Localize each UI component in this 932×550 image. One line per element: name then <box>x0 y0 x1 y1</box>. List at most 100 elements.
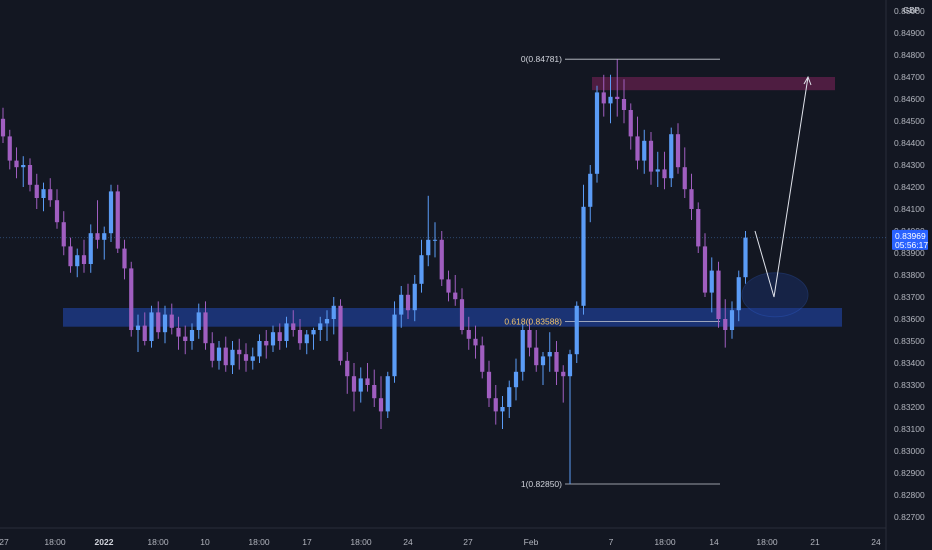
candle-body <box>561 371 566 377</box>
candle-body <box>594 92 600 174</box>
candle-body <box>216 347 222 361</box>
price-tick-label: 0.83200 <box>894 402 925 412</box>
fib-level-label: 1(0.82850) <box>521 479 562 489</box>
candle-body <box>81 255 87 264</box>
candle-body <box>432 239 438 241</box>
candle-body <box>702 246 708 293</box>
time-tick-label: Feb <box>524 537 539 547</box>
candle-body <box>662 169 667 179</box>
price-tick-label: 0.83500 <box>894 336 925 346</box>
candle-body <box>696 209 701 247</box>
candle-body <box>129 268 134 330</box>
time-tick-label: 14 <box>709 537 719 547</box>
price-tick-label: 0.83300 <box>894 380 925 390</box>
candle-body <box>156 312 161 333</box>
candle-body <box>648 140 654 172</box>
candle-body <box>574 305 579 355</box>
candle-body <box>250 356 255 361</box>
candle-body <box>426 239 431 256</box>
candle-body <box>95 233 100 240</box>
candle-body <box>682 167 687 190</box>
candle-body <box>527 330 532 348</box>
time-tick-label: 27 <box>0 537 9 547</box>
fib-level-label: 0(0.84781) <box>521 54 562 64</box>
candle-body <box>304 334 309 344</box>
resistance-zone <box>592 77 835 91</box>
time-tick-label: 17 <box>302 537 312 547</box>
candle-body <box>615 96 620 99</box>
candle-body <box>588 173 593 207</box>
candle-body <box>547 352 552 357</box>
candle-body <box>237 349 242 355</box>
candle-body <box>358 378 363 392</box>
candle-body <box>709 270 714 293</box>
price-tick-label: 0.82900 <box>894 468 925 478</box>
time-axis[interactable]: 27 18:00 2022 18:00 10 18:00 17 18:00 24 27 Feb 7 18… <box>0 537 881 547</box>
candle-body <box>439 239 444 280</box>
time-tick-label: 24 <box>403 537 413 547</box>
highlight-ellipse <box>741 272 809 318</box>
candle-body <box>466 330 471 339</box>
candle-body <box>507 387 512 407</box>
candle-body <box>493 398 498 412</box>
candle-body <box>736 277 741 311</box>
candle-body <box>21 165 26 168</box>
candle-body <box>655 169 660 172</box>
price-tick-label: 0.83400 <box>894 358 925 368</box>
candle-body <box>243 354 249 361</box>
price-axis[interactable]: 0.85000 0.84900 0.84800 0.84700 0.84600 0.845… <box>894 6 925 522</box>
candle-body <box>14 160 19 168</box>
candle-body <box>48 189 53 201</box>
candles-layer <box>0 59 748 484</box>
candle-body <box>257 341 262 357</box>
candle-body <box>459 299 465 330</box>
time-tick-label: 10 <box>200 537 210 547</box>
time-tick-label: 27 <box>463 537 473 547</box>
candle-body <box>230 349 235 366</box>
price-tick-label: 0.83700 <box>894 292 925 302</box>
candle-body <box>486 371 492 399</box>
candle-body <box>635 136 640 161</box>
candle-body <box>743 237 748 278</box>
candle-body <box>669 134 674 179</box>
candle-body <box>108 191 114 234</box>
candle-body <box>0 118 6 137</box>
time-tick-label: 7 <box>609 537 614 547</box>
candle-body <box>378 398 384 412</box>
candle-body <box>675 134 681 168</box>
fib-level-label: 0.618(0.83588) <box>504 317 562 327</box>
candle-body <box>318 323 323 330</box>
candle-body <box>405 294 411 311</box>
candle-body <box>372 385 377 399</box>
candle-body <box>453 292 458 300</box>
price-tick-label: 0.84600 <box>894 94 925 104</box>
candle-body <box>102 233 107 240</box>
last-price-countdown: 05:56:17 <box>895 240 928 250</box>
candle-body <box>284 323 289 341</box>
price-tick-label: 0.83100 <box>894 424 925 434</box>
candle-body <box>122 248 127 269</box>
candle-body <box>601 92 606 104</box>
candle-body <box>534 347 539 366</box>
candle-body <box>27 165 33 185</box>
price-tick-label: 0.84500 <box>894 116 925 126</box>
fib-labels: 0(0.84781) 0.618(0.83588) 1(0.82850) <box>504 54 562 489</box>
candle-body <box>7 136 12 161</box>
candle-body <box>480 345 485 372</box>
currency-label: GBP <box>903 6 920 15</box>
price-tick-label: 0.84800 <box>894 50 925 60</box>
candle-body <box>392 314 397 377</box>
candle-body <box>270 332 276 346</box>
fib-levels-layer <box>565 58 720 485</box>
time-tick-label: 21 <box>810 537 820 547</box>
price-tick-label: 0.83800 <box>894 270 925 280</box>
candle-body <box>513 371 519 388</box>
price-tick-label: 0.83600 <box>894 314 925 324</box>
candle-body <box>149 312 154 341</box>
candle-body <box>176 327 181 337</box>
time-tick-label: 18:00 <box>756 537 778 547</box>
time-tick-label: 18:00 <box>147 537 169 547</box>
candle-body <box>351 376 357 392</box>
candle-body <box>540 356 546 366</box>
